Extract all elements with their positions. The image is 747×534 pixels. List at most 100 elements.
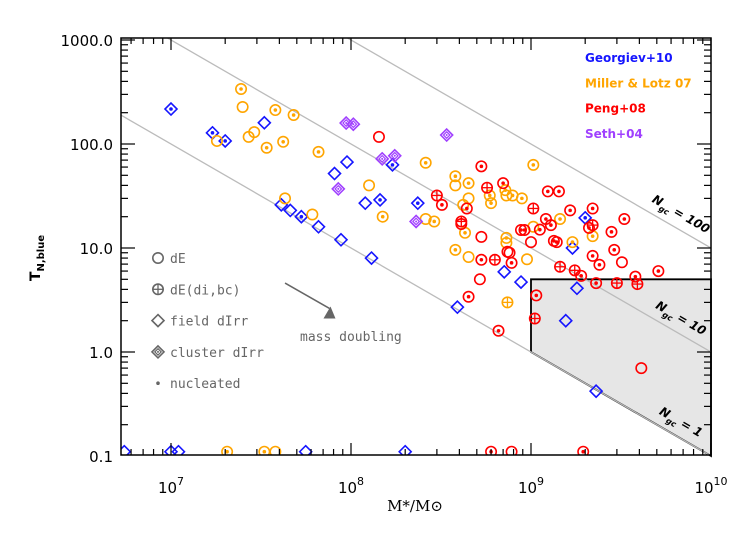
y-tick-label: 100.0 (70, 136, 113, 154)
diamond-marker (257, 115, 272, 130)
legend-symbol-dot (156, 381, 160, 386)
circle-marker (575, 269, 588, 282)
circle-marker (550, 236, 563, 249)
legend-symbol-circle (152, 252, 165, 265)
data-point (544, 219, 557, 232)
circle-marker (449, 243, 462, 256)
data-point (410, 196, 425, 211)
nucleus-dot (501, 181, 505, 185)
nucleus-dot (509, 261, 514, 265)
nucleus-dot (440, 203, 444, 207)
circle-marker (566, 236, 579, 249)
y-tick-label: 10.0 (80, 240, 113, 258)
data-point (518, 223, 531, 236)
nucleus-dot (558, 217, 562, 221)
circle-marker (552, 185, 565, 198)
circle-marker (279, 192, 292, 205)
nucleus-dot (225, 449, 229, 454)
circle-marker (277, 135, 290, 148)
data-point (593, 258, 606, 271)
data-point (527, 202, 540, 215)
data-point (364, 250, 379, 266)
data-point (269, 445, 282, 455)
circle-marker (582, 221, 595, 234)
circle-marker (306, 208, 319, 221)
nucleus-dot (570, 240, 575, 244)
y-tick-label: 0.1 (89, 448, 113, 466)
data-point (462, 290, 475, 303)
nucleus-dot (590, 206, 595, 211)
nucleus-dot (423, 160, 428, 165)
nucleus-dot (415, 201, 420, 205)
circle-marker (287, 109, 300, 122)
nucleus-dot (546, 189, 550, 194)
y-tick-label: 1.0 (89, 344, 113, 362)
data-point (605, 225, 618, 238)
nucleus-dot (262, 449, 267, 454)
data-point (171, 444, 186, 455)
data-point (346, 117, 361, 132)
data-point (635, 362, 648, 375)
data-point (475, 160, 488, 173)
circle-marker (533, 223, 546, 236)
symbol-legend-label: dE (170, 252, 186, 267)
data-point (497, 264, 512, 279)
data-point (372, 130, 385, 143)
circle-marker (500, 231, 513, 244)
circle-marker (527, 158, 540, 171)
circle-marker (462, 192, 475, 205)
nucleus-dot (466, 294, 471, 299)
circle-marker (577, 445, 590, 455)
nucleus-dot (479, 258, 484, 262)
series-peng-08 (372, 130, 665, 455)
diamond-marker (150, 344, 166, 360)
annotation-mass-doubling: mass doubling (300, 330, 402, 345)
circle-marker (460, 202, 473, 215)
data-point (475, 230, 488, 243)
circle-marker (473, 273, 486, 286)
nucleus-dot (554, 240, 559, 244)
nucleus-dot (487, 193, 492, 198)
diamond-marker (497, 264, 512, 279)
plot-frame (120, 37, 712, 456)
nucleus-dot (522, 228, 527, 232)
circle-marker (269, 445, 282, 455)
data-point (558, 313, 573, 328)
circle-marker (475, 253, 488, 266)
data-point (257, 115, 272, 130)
nucleus-dot (291, 113, 296, 117)
data-point (358, 196, 373, 211)
data-point (339, 154, 355, 170)
inner-diamond (378, 154, 387, 163)
data-point (590, 277, 603, 290)
data-point (492, 324, 505, 337)
y-axis-label: TN,blue (28, 235, 47, 281)
circle-marker (497, 177, 510, 190)
nucleus-dot (583, 216, 587, 220)
nucleus-dot (169, 107, 173, 111)
inner-diamond (390, 151, 399, 160)
circle-marker (590, 277, 603, 290)
diamond-marker (298, 444, 313, 455)
legend-symbol-circle-cross (152, 283, 165, 296)
data-point (501, 296, 514, 309)
data-point (269, 104, 282, 117)
data-point (652, 265, 665, 278)
data-point (449, 170, 462, 183)
nucleus-dot (445, 134, 448, 137)
circle-marker (462, 250, 475, 263)
data-point (554, 213, 567, 226)
data-point (449, 179, 462, 192)
data-point (475, 253, 488, 266)
ngc-line-100 (346, 38, 711, 249)
circle-marker (524, 236, 537, 249)
diamond-marker (333, 232, 349, 247)
y-tick-label: 1000.0 (61, 32, 114, 50)
ngc-label-100: Ngc = 100 (648, 192, 712, 239)
nucleus-dot (299, 214, 304, 219)
diamond-marker (311, 219, 326, 234)
data-point (554, 260, 567, 273)
nucleus-dot (549, 223, 553, 227)
data-point (462, 177, 475, 190)
nucleus-dot (496, 328, 501, 333)
